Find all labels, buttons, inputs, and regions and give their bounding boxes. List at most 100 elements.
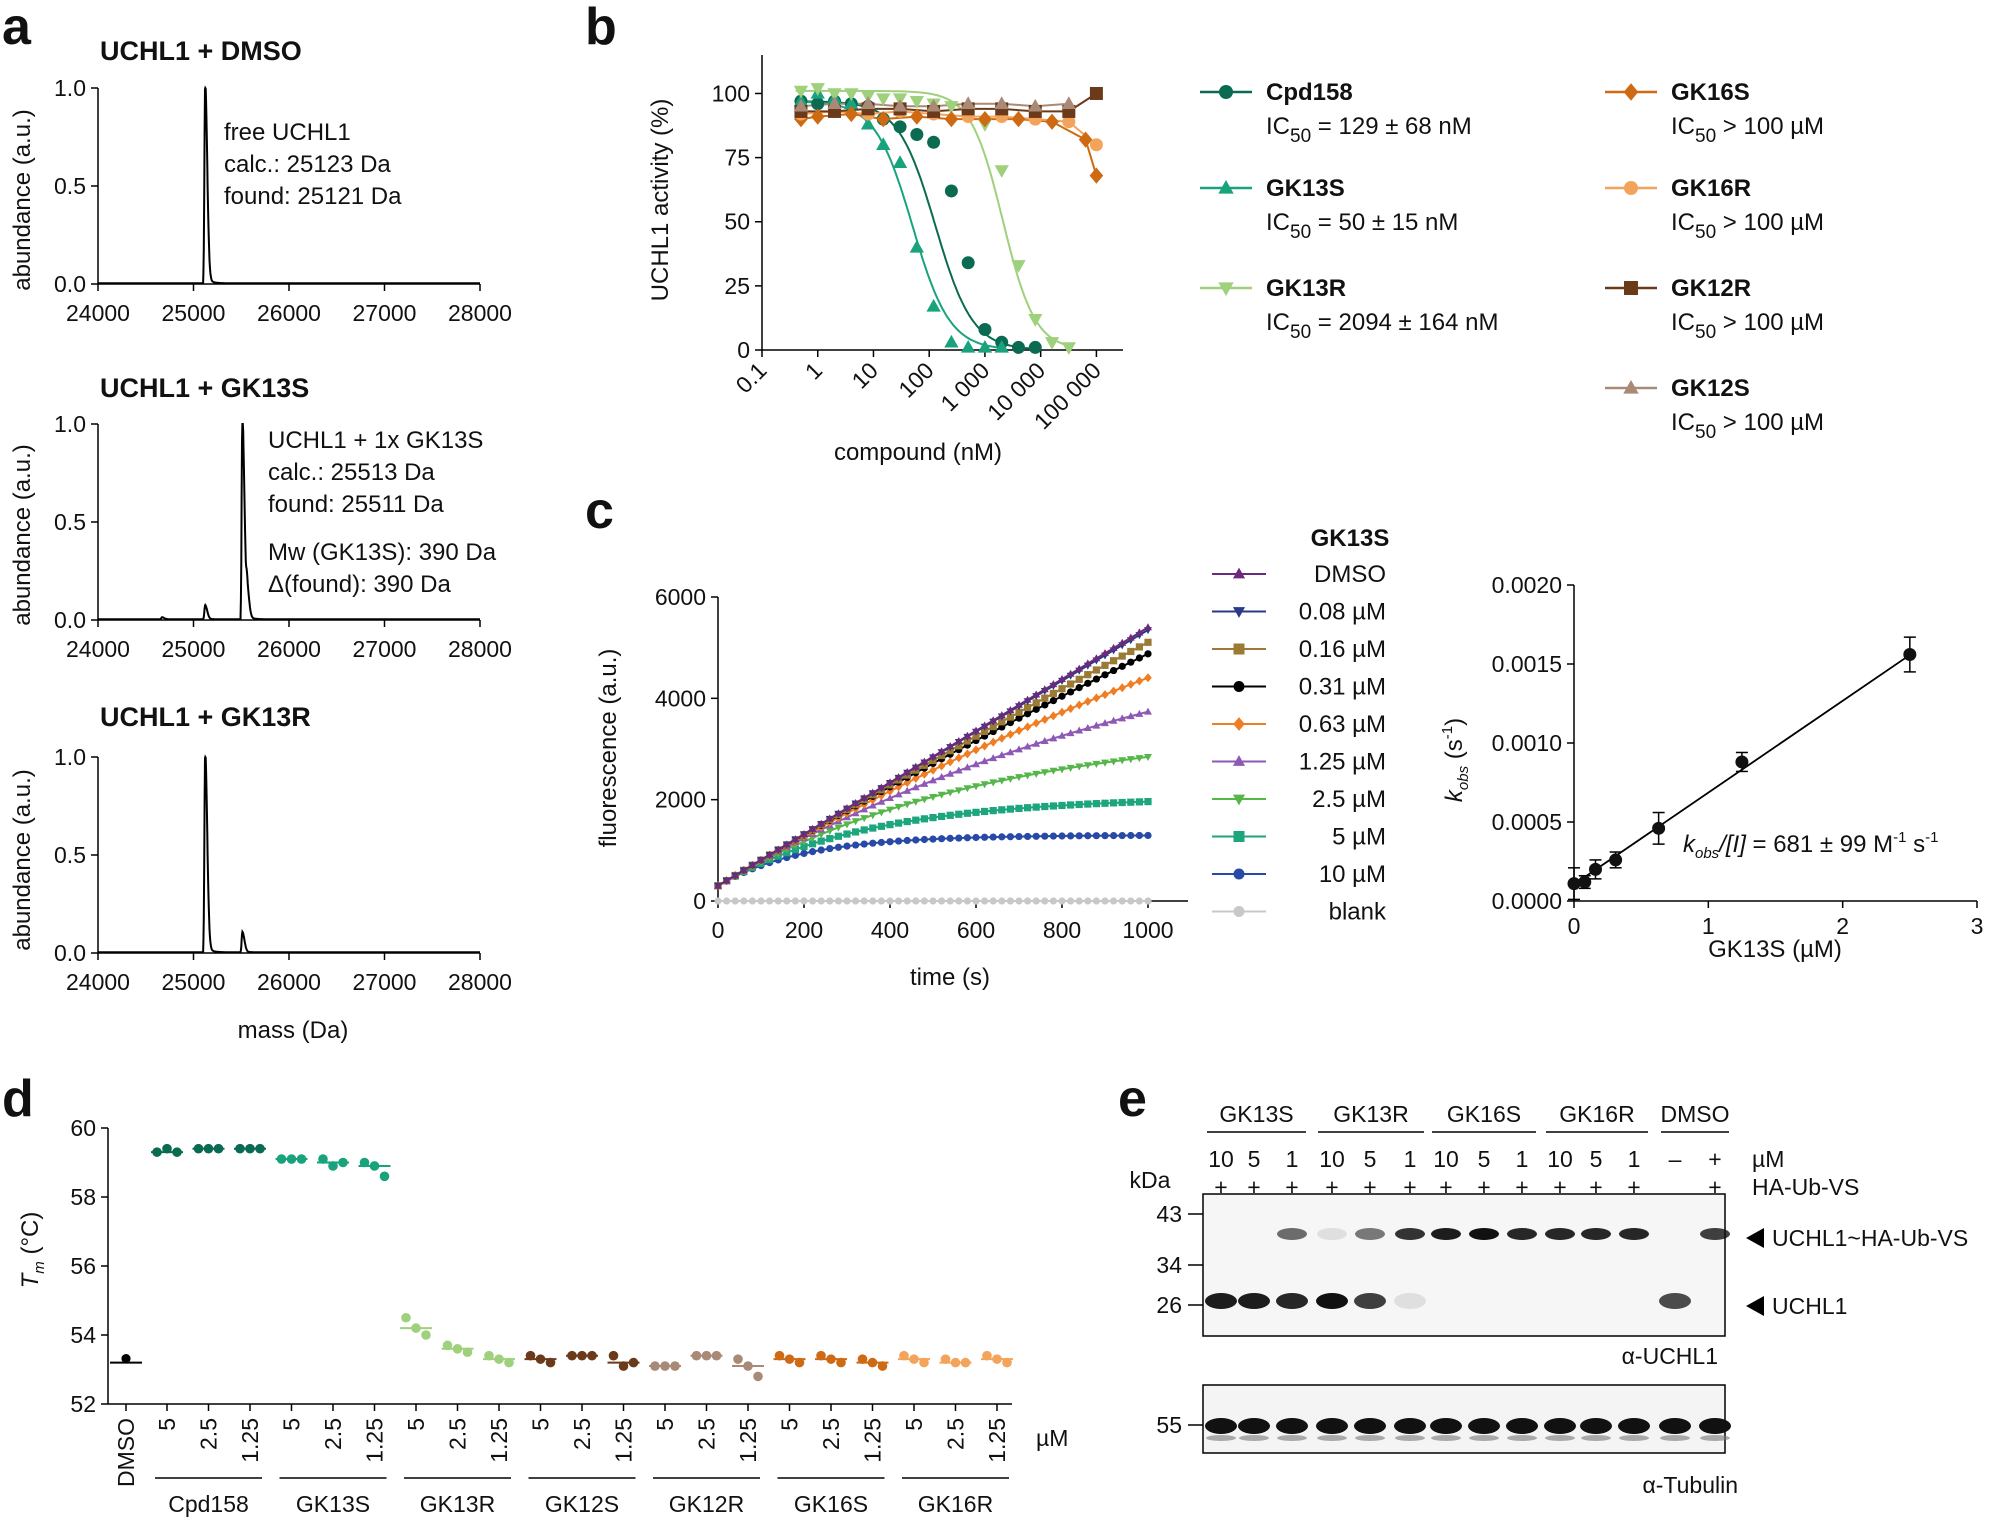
- data-point: [1032, 690, 1041, 698]
- y-axis-label: fluorescence (a.u.): [595, 649, 622, 848]
- data-point: [852, 841, 860, 849]
- data-point: [886, 778, 894, 786]
- data-point: [817, 846, 825, 854]
- data-point-GK13S: [860, 116, 876, 130]
- data-point-Cpd158: [811, 97, 825, 111]
- data-point: [213, 1143, 224, 1154]
- data-point: [877, 1361, 888, 1371]
- data-point: [963, 834, 972, 842]
- data-point-GK13S: [961, 339, 976, 353]
- legend-marker-GK12S: [1623, 379, 1639, 394]
- data-point: [1101, 832, 1109, 840]
- data-point: [618, 1361, 629, 1371]
- data-point: [1015, 708, 1023, 716]
- legend-marker-5 µM: [1233, 831, 1245, 842]
- data-point: [998, 833, 1006, 841]
- data-point-GK13S: [844, 96, 859, 109]
- blot-group-label: GK13R: [1333, 1101, 1408, 1127]
- data-point-GK13R: [876, 93, 891, 107]
- data-point: [765, 850, 774, 858]
- data-point: [1041, 701, 1049, 709]
- data-point: [1101, 897, 1109, 905]
- data-point-GK13S: [944, 334, 959, 348]
- data-point: [860, 897, 868, 905]
- data-point: [825, 814, 834, 822]
- data-point: [1023, 772, 1032, 780]
- data-point: [1066, 764, 1075, 772]
- data-point: [903, 786, 912, 794]
- data-point: [946, 897, 954, 905]
- data-point: [1127, 658, 1135, 666]
- data-point: [1049, 680, 1058, 688]
- data-point: [1049, 696, 1057, 705]
- x-tick-label: 5: [279, 1418, 305, 1431]
- y-tick-label: 0.5: [54, 173, 86, 199]
- data-point: [877, 822, 885, 830]
- x-tick-label: 28000: [448, 636, 512, 662]
- y-tick-label: 0.5: [54, 509, 86, 535]
- data-point: [1006, 775, 1015, 783]
- data-point: [955, 834, 963, 842]
- ms-title-gk13s: UCHL1 + GK13S: [100, 373, 309, 403]
- panel-letter-e: e: [1118, 1070, 1147, 1128]
- data-point: [1110, 897, 1118, 905]
- data-point: [255, 1143, 265, 1154]
- data-point: [1006, 897, 1015, 905]
- legend-label: GK16R: [1671, 175, 1751, 202]
- data-point: [997, 777, 1006, 785]
- legend-marker-blank: [1233, 906, 1245, 917]
- ic50-sub: 50: [1290, 222, 1311, 243]
- data-point: [1075, 800, 1083, 809]
- lane-concentration: +: [1708, 1146, 1721, 1172]
- data-point-GK13R: [1044, 337, 1060, 350]
- data-point: [972, 726, 980, 734]
- data-point-GK12R: [1089, 86, 1103, 100]
- x-tick-label: 1.25: [611, 1418, 637, 1463]
- data-point: [1066, 669, 1075, 677]
- data-point: [903, 836, 911, 845]
- group-label: GK16R: [918, 1491, 993, 1517]
- band-tubulin: [1506, 1418, 1538, 1434]
- data-point-Cpd158: [927, 135, 941, 149]
- data-point: [834, 843, 843, 851]
- y-tick-label: 0.0020: [1492, 572, 1562, 598]
- data-point-GK12S: [1061, 96, 1076, 109]
- data-point: [929, 897, 937, 905]
- data-point: [1110, 831, 1118, 840]
- data-point: [860, 805, 869, 813]
- data-point: [1903, 648, 1917, 662]
- y-tick-label: 0.5: [54, 842, 86, 868]
- legend-ic50: IC50 > 100 µM: [1671, 113, 1824, 147]
- data-point: [731, 897, 739, 905]
- group-label: Cpd158: [168, 1491, 249, 1517]
- data-point: [868, 801, 877, 809]
- data-point: [1015, 726, 1023, 736]
- legend-label: GK12R: [1671, 275, 1751, 302]
- data-point: [911, 783, 920, 791]
- data-point: [1135, 897, 1143, 905]
- data-point: [1032, 770, 1041, 778]
- data-point-Cpd158: [1011, 340, 1025, 354]
- band-tubulin: [1580, 1418, 1612, 1434]
- band-tubulin-lower: [1581, 1435, 1611, 1441]
- data-point-GK13R: [827, 88, 842, 101]
- ms-annotation: Δ(found): 390 Da: [268, 571, 451, 598]
- x-axis-label: time (s): [910, 964, 990, 991]
- y-tick-label: 6000: [655, 584, 706, 610]
- data-point: [1135, 628, 1144, 636]
- data-point: [937, 761, 946, 771]
- data-point: [794, 1357, 805, 1368]
- data-point: [1006, 729, 1015, 739]
- data-point: [867, 1357, 878, 1368]
- data-point: [860, 840, 868, 848]
- data-point: [1067, 832, 1075, 840]
- ms-title-dmso: UCHL1 + DMSO: [100, 36, 302, 66]
- data-point: [963, 731, 972, 739]
- data-point: [1041, 694, 1049, 702]
- unit-label: µM: [1036, 1425, 1068, 1451]
- data-point: [869, 824, 877, 832]
- data-point: [989, 833, 997, 841]
- band-uchl1: [1205, 1293, 1237, 1309]
- data-point: [816, 1350, 826, 1361]
